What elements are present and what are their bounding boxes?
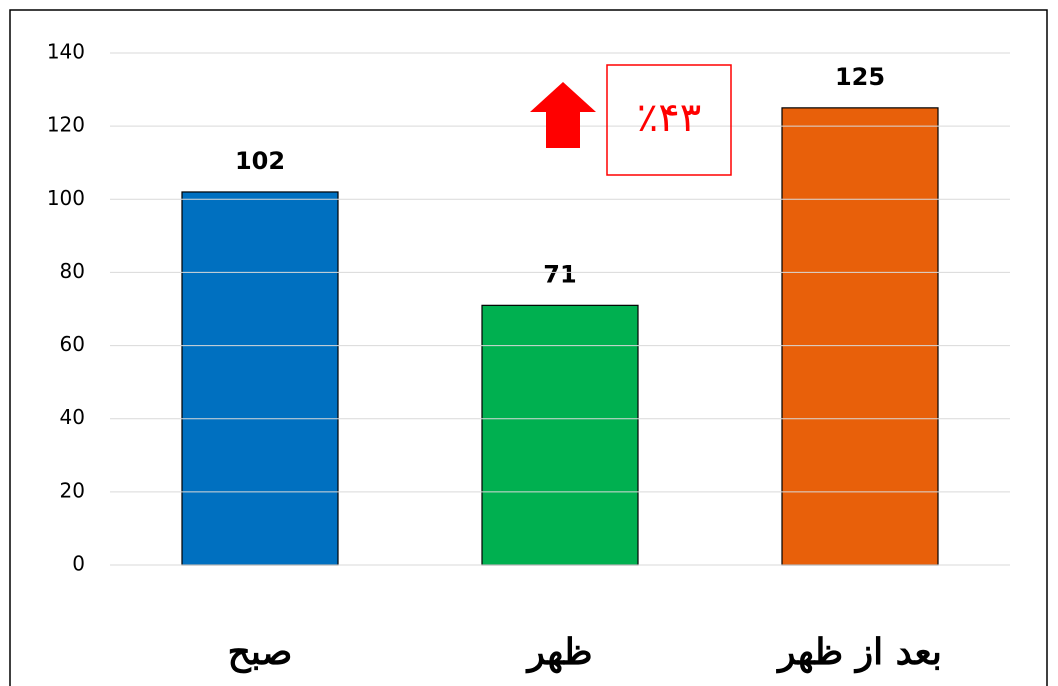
up-arrow: [530, 82, 596, 148]
y-tick-label: 20: [60, 478, 85, 502]
value-label: 102: [235, 147, 285, 175]
y-tick-label: 40: [60, 405, 85, 429]
bar: [181, 191, 339, 566]
bar: [481, 304, 639, 566]
y-tick-label: 100: [47, 186, 85, 210]
y-tick-label: 140: [47, 40, 85, 64]
x-tick-label: صبح: [228, 631, 293, 674]
y-tick-label: 120: [47, 113, 85, 137]
annotation: ٪۴۳: [637, 95, 701, 141]
annotation-box: [606, 64, 732, 176]
y-tick-label: 60: [60, 332, 85, 356]
y-tick-label: 0: [72, 552, 85, 576]
x-tick-label: ظهر: [524, 631, 592, 674]
value-label: 125: [835, 63, 885, 91]
y-tick-label: 80: [60, 259, 85, 283]
x-tick-label: بعد از ظهر: [775, 631, 942, 674]
bar: [781, 107, 939, 566]
value-label: 71: [543, 260, 576, 288]
